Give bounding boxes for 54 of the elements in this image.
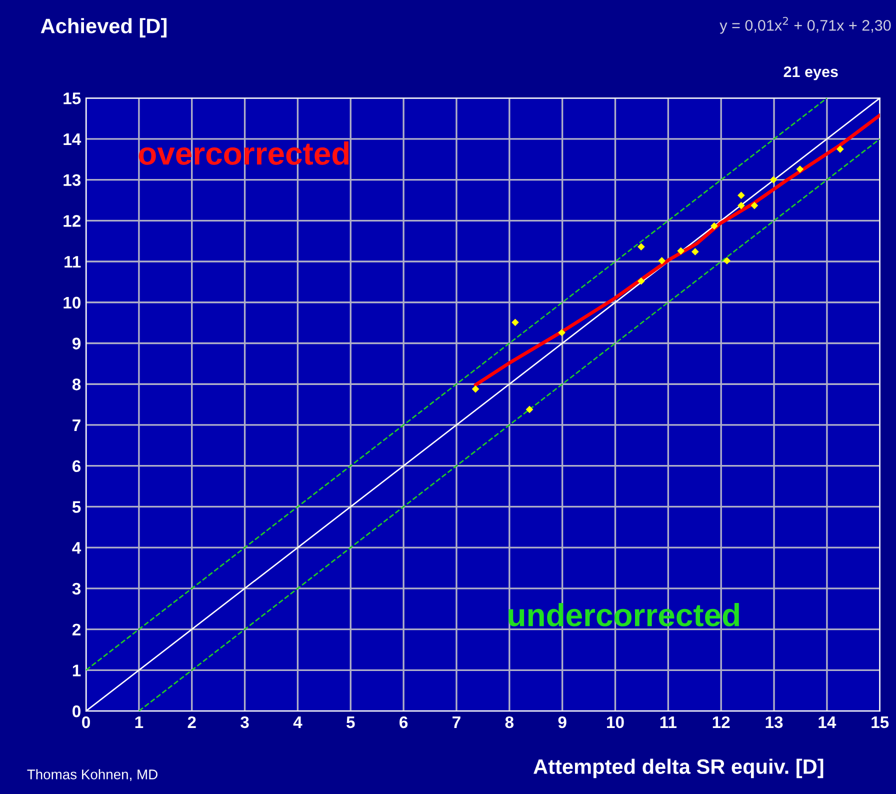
point [472, 385, 480, 393]
point [770, 176, 778, 184]
x-tick-label: 9 [558, 716, 566, 728]
x-tick-label: 5 [346, 716, 355, 728]
point [796, 165, 804, 173]
y-tick-label: 12 [64, 215, 80, 227]
x-tick-label: 15 [872, 716, 889, 728]
y-tick-label: 2 [72, 624, 80, 636]
point [750, 202, 758, 210]
text: y = 0,01x$^{2}$ + 0,71x + 2,30 [720, 16, 891, 34]
y-tick-label: 13 [64, 174, 81, 186]
y-tick-label: 14 [64, 133, 82, 145]
point [691, 248, 699, 256]
x-tick-label: 12 [712, 716, 730, 728]
x-tick-label: 1 [135, 716, 144, 728]
y-tick-label: 8 [72, 378, 81, 390]
x-tick-label: 14 [818, 716, 836, 728]
x-tick-label: 3 [240, 716, 249, 728]
point [723, 257, 731, 264]
y-tick-label: 7 [72, 420, 80, 432]
x-tick-label: 4 [293, 716, 302, 728]
x-tick-label: 0 [82, 716, 90, 728]
y-tick-label: 3 [72, 582, 81, 595]
x-tick-label: 7 [452, 716, 460, 728]
point [638, 243, 645, 250]
x-tick-label: 13 [766, 716, 783, 728]
y-tick-label: 11 [64, 256, 81, 268]
point [558, 328, 566, 336]
text: Thomas Kohnen, MD [27, 769, 158, 781]
x-tick-label: 10 [607, 716, 624, 728]
point [658, 257, 666, 264]
point [836, 145, 844, 153]
y-tick-label: 0 [72, 705, 80, 718]
y-tick-label: 5 [72, 501, 81, 513]
y-tick-label: 1 [72, 664, 81, 676]
point [512, 318, 519, 326]
point [738, 202, 745, 210]
y-axis-title: Achieved [D] [40, 18, 166, 38]
text: 21 eyes [784, 66, 838, 80]
x-tick-label: 6 [400, 716, 408, 728]
point [526, 406, 534, 414]
point [710, 222, 718, 230]
y-tick-label: 4 [72, 542, 82, 554]
y-tick-label: 6 [72, 460, 81, 472]
x-tick-label: 2 [188, 716, 196, 728]
y-tick-label: 9 [72, 338, 81, 350]
point [738, 192, 745, 199]
point [677, 247, 685, 255]
x-tick-label: 8 [505, 716, 514, 728]
point [638, 277, 645, 285]
x-tick-label: 11 [660, 716, 677, 728]
x-axis-title: Attempted delta SR equiv. [D] [534, 758, 824, 778]
y-tick-label: 10 [64, 296, 80, 309]
y-tick-label: 15 [64, 92, 81, 104]
